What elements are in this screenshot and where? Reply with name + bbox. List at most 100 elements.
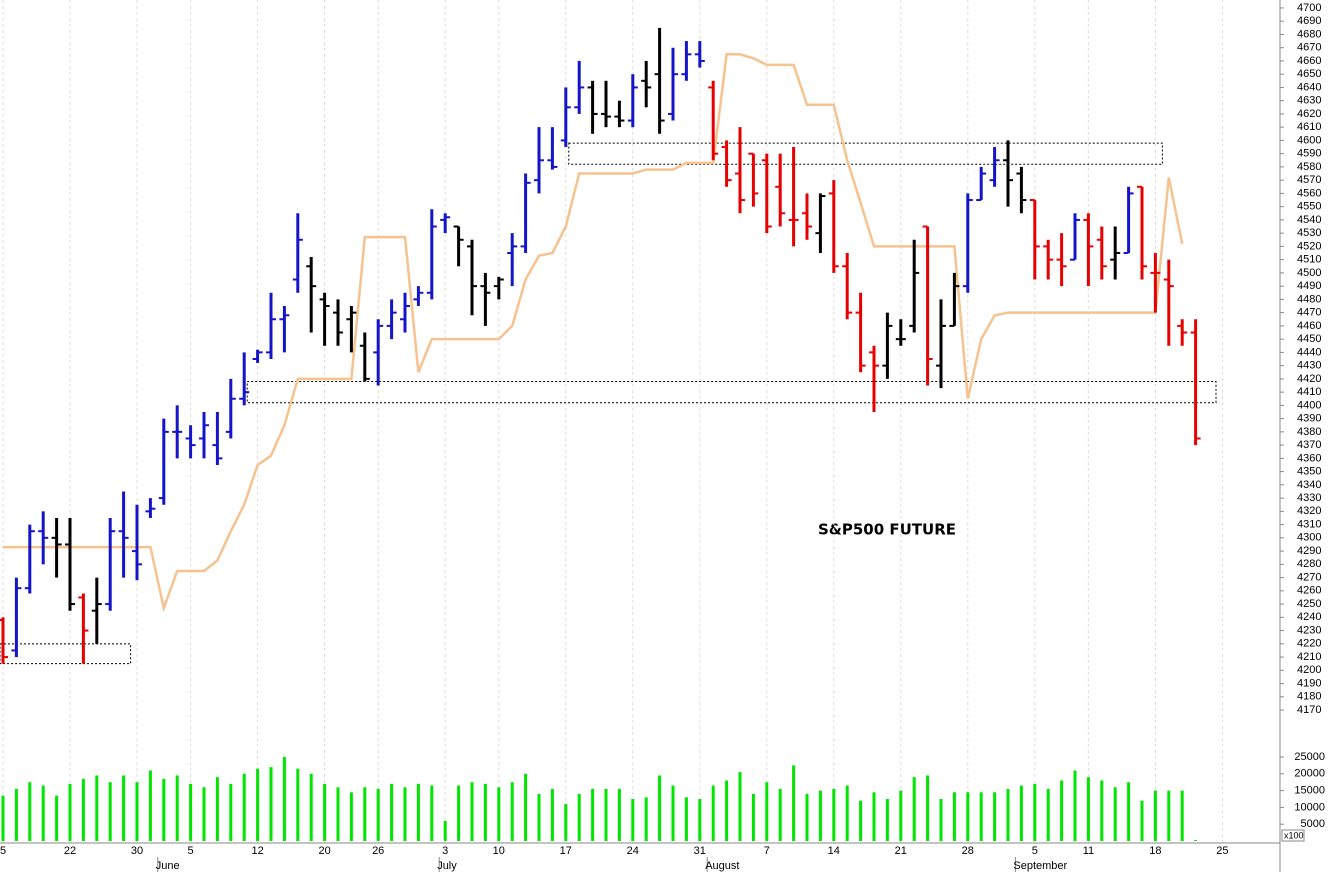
y-tick-label: 4370 [1297,439,1321,451]
volume-bar [751,793,755,841]
volume-bar [510,782,514,841]
volume-bar [41,785,45,841]
zone [0,643,132,665]
volume-bar [269,767,273,841]
volume-bar [859,800,863,841]
x-tick-label: 30 [131,845,143,857]
volume-bar [390,783,394,841]
y-tick-label: 4640 [1297,81,1321,93]
volume-bar [537,793,541,841]
volume-bar [993,792,997,841]
volume-bar [1113,787,1117,841]
y-tick-label: 4660 [1297,55,1321,67]
volume-bar [122,775,126,841]
volume-bar [979,792,983,841]
y-tick-label: 4190 [1297,677,1321,689]
x-tick-label: 25 [1216,845,1228,857]
volume-bar [1060,780,1064,841]
volume-bar [1,795,5,841]
x-tick-label: 10 [493,845,505,857]
volume-bar [698,799,702,841]
month-label: August [705,860,739,872]
volume-bar [430,785,434,841]
volume-bar [95,775,99,841]
x-tick-label: 28 [962,845,974,857]
y-tick-label: 4340 [1297,479,1321,491]
y-tick-label: 4270 [1297,571,1321,583]
volume-bar [108,782,112,841]
y-tick-label: 4700 [1297,2,1321,14]
y-tick-label: 4590 [1297,148,1321,160]
volume-bar [1046,788,1050,841]
x-tick-label: 20 [318,845,330,857]
month-label: June [156,860,180,872]
y-tick-label: 4430 [1297,360,1321,372]
volume-bar [631,799,635,841]
y-tick-label: 4570 [1297,174,1321,186]
volume-bar [457,785,461,841]
volume-bar [14,788,18,841]
volume-bar [805,793,809,841]
y-tick-label: 4650 [1297,68,1321,80]
volume-bar [470,782,474,841]
volume-bar [1100,780,1104,841]
volume-bar [403,787,407,841]
y-tick-label: 4230 [1297,624,1321,636]
volume-bar [162,778,166,841]
volume-bar [966,792,970,841]
y-tick-label: 4610 [1297,121,1321,133]
zone [246,381,1217,404]
volume-bar [135,782,139,841]
volume-bar [564,804,568,841]
volume-bar [939,799,943,841]
volume-bar [524,773,528,841]
volume-bar [738,772,742,841]
volume-bar [376,788,380,841]
volume-bar [604,788,608,841]
y-tick-label: 4670 [1297,42,1321,54]
volume-bar [684,797,688,841]
x-tick-label: 12 [251,845,263,857]
y-tick-label: 4350 [1297,466,1321,478]
y-tick-label: 4540 [1297,214,1321,226]
x-tick-label: 22 [64,845,76,857]
volume-bar [899,790,903,841]
volume-bar [256,768,260,841]
volume-bar [832,788,836,841]
volume-bar [1194,839,1198,841]
volume-bar [1127,782,1131,841]
month-label: July [437,860,457,872]
volume-bar [644,797,648,841]
y-tick-label: 4560 [1297,187,1321,199]
volume-bar [296,768,300,841]
y-tick-label: 4470 [1297,307,1321,319]
y-tick-label: 4360 [1297,452,1321,464]
y-tick-label: 4690 [1297,15,1321,27]
x-tick-label: 11 [1083,845,1094,857]
y-tick-label: 4220 [1297,638,1321,650]
y-tick-label: 4210 [1297,651,1321,663]
x-tick-label: 31 [694,845,706,857]
volume-tick-label: 10000 [1294,801,1325,813]
volume-unit: x100 [1284,830,1304,840]
volume-bar [671,785,675,841]
volume-bar [550,788,554,841]
volume-bar [845,785,849,841]
volume-bar [952,792,956,841]
zone [568,142,1163,165]
y-tick-label: 4380 [1297,426,1321,438]
y-tick-label: 4280 [1297,558,1321,570]
volume-bar [309,773,313,841]
volume-bar [81,778,85,841]
y-tick-label: 4440 [1297,346,1321,358]
y-tick-label: 4250 [1297,598,1321,610]
volume-bar [202,787,206,841]
volume-bar [483,783,487,841]
y-tick-label: 4680 [1297,28,1321,40]
y-tick-label: 4330 [1297,492,1321,504]
y-tick-label: 4420 [1297,373,1321,385]
trend-line [3,53,1184,613]
volume-bar [711,785,715,841]
